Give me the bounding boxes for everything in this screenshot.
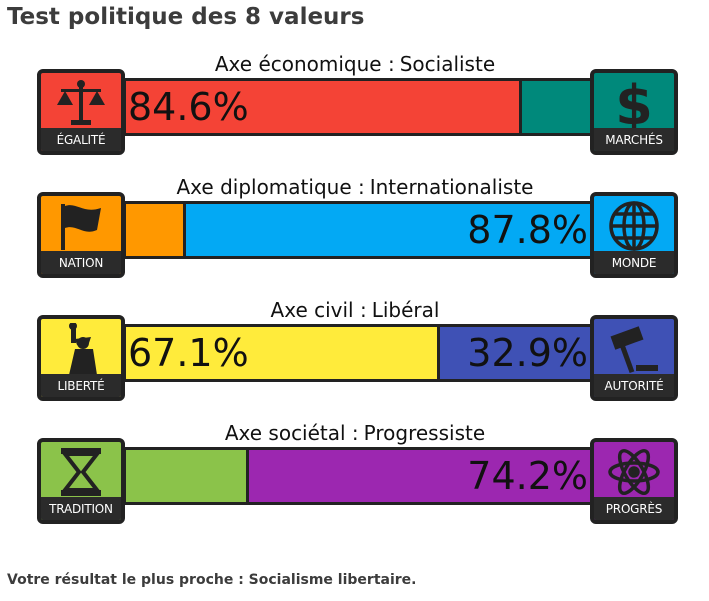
axis-result: Internationaliste [369,175,534,199]
value-caption: LIBERTÉ [41,374,121,397]
value-caption: AUTORITÉ [594,374,674,397]
page-title: Test politique des 8 valeurs [7,4,365,30]
axis-row: Axe sociétal : Progressiste 74.2% TRADITION… [37,421,678,539]
percentage-right: 32.9% [467,331,588,375]
value-caption: ÉGALITÉ [41,128,121,151]
bar-segment-right [440,327,590,379]
axis-name: Axe économique : [214,52,395,76]
axis-name: Axe diplomatique : [176,175,365,199]
svg-text:$: $ [615,77,653,129]
percentage-left: 84.6% [128,85,249,129]
bar-divider [437,327,440,379]
value-badge-left: NATION [37,192,125,278]
percentage-right: 87.8% [467,208,588,252]
axis-label: Axe civil : Libéral [37,298,678,324]
value-badge-left: ÉGALITÉ [37,69,125,155]
bar-segment-right [186,204,590,256]
axis-row: Axe civil : Libéral 67.1% 32.9% LIBERTÉ AUTOR… [37,298,678,416]
bar-divider [246,450,249,502]
bar-divider [519,81,522,133]
value-caption: MARCHÉS [594,128,674,151]
closest-result: Votre résultat le plus proche : Socialis… [7,572,417,588]
axis-label: Axe diplomatique : Internationaliste [37,175,678,201]
axis-name: Axe sociétal : [224,421,359,445]
percentage-left: 67.1% [128,331,249,375]
score-bar: 67.1% 32.9% [123,324,593,382]
bar-divider [183,204,186,256]
axis-result: Libéral [371,298,440,322]
score-bar: 87.8% [123,201,593,259]
axis-row: Axe économique : Socialiste 84.6% ÉGALITÉ $ M… [37,52,678,170]
axis-result: Progressiste [363,421,486,445]
bar-segment-right [249,450,590,502]
bar-segment-right [522,81,590,133]
score-bar: 84.6% [123,78,593,136]
value-badge-left: TRADITION [37,438,125,524]
axis-name: Axe civil : [270,298,367,322]
value-badge-right: MONDE [590,192,678,278]
percentage-right: 74.2% [467,454,588,498]
value-caption: NATION [41,251,121,274]
value-caption: PROGRÈS [594,497,674,520]
axis-label: Axe sociétal : Progressiste [37,421,678,447]
bar-segment-left [126,81,519,133]
bar-segment-left [126,327,437,379]
axis-result: Socialiste [399,52,496,76]
value-badge-right: $ MARCHÉS [590,69,678,155]
value-badge-right: AUTORITÉ [590,315,678,401]
bar-segment-left [126,450,246,502]
value-badge-left: LIBERTÉ [37,315,125,401]
value-badge-right: PROGRÈS [590,438,678,524]
axis-row: Axe diplomatique : Internationaliste 87.8%… [37,175,678,293]
value-caption: TRADITION [41,497,121,520]
axis-label: Axe économique : Socialiste [37,52,678,78]
score-bar: 74.2% [123,447,593,505]
bar-segment-left [126,204,183,256]
value-caption: MONDE [594,251,674,274]
